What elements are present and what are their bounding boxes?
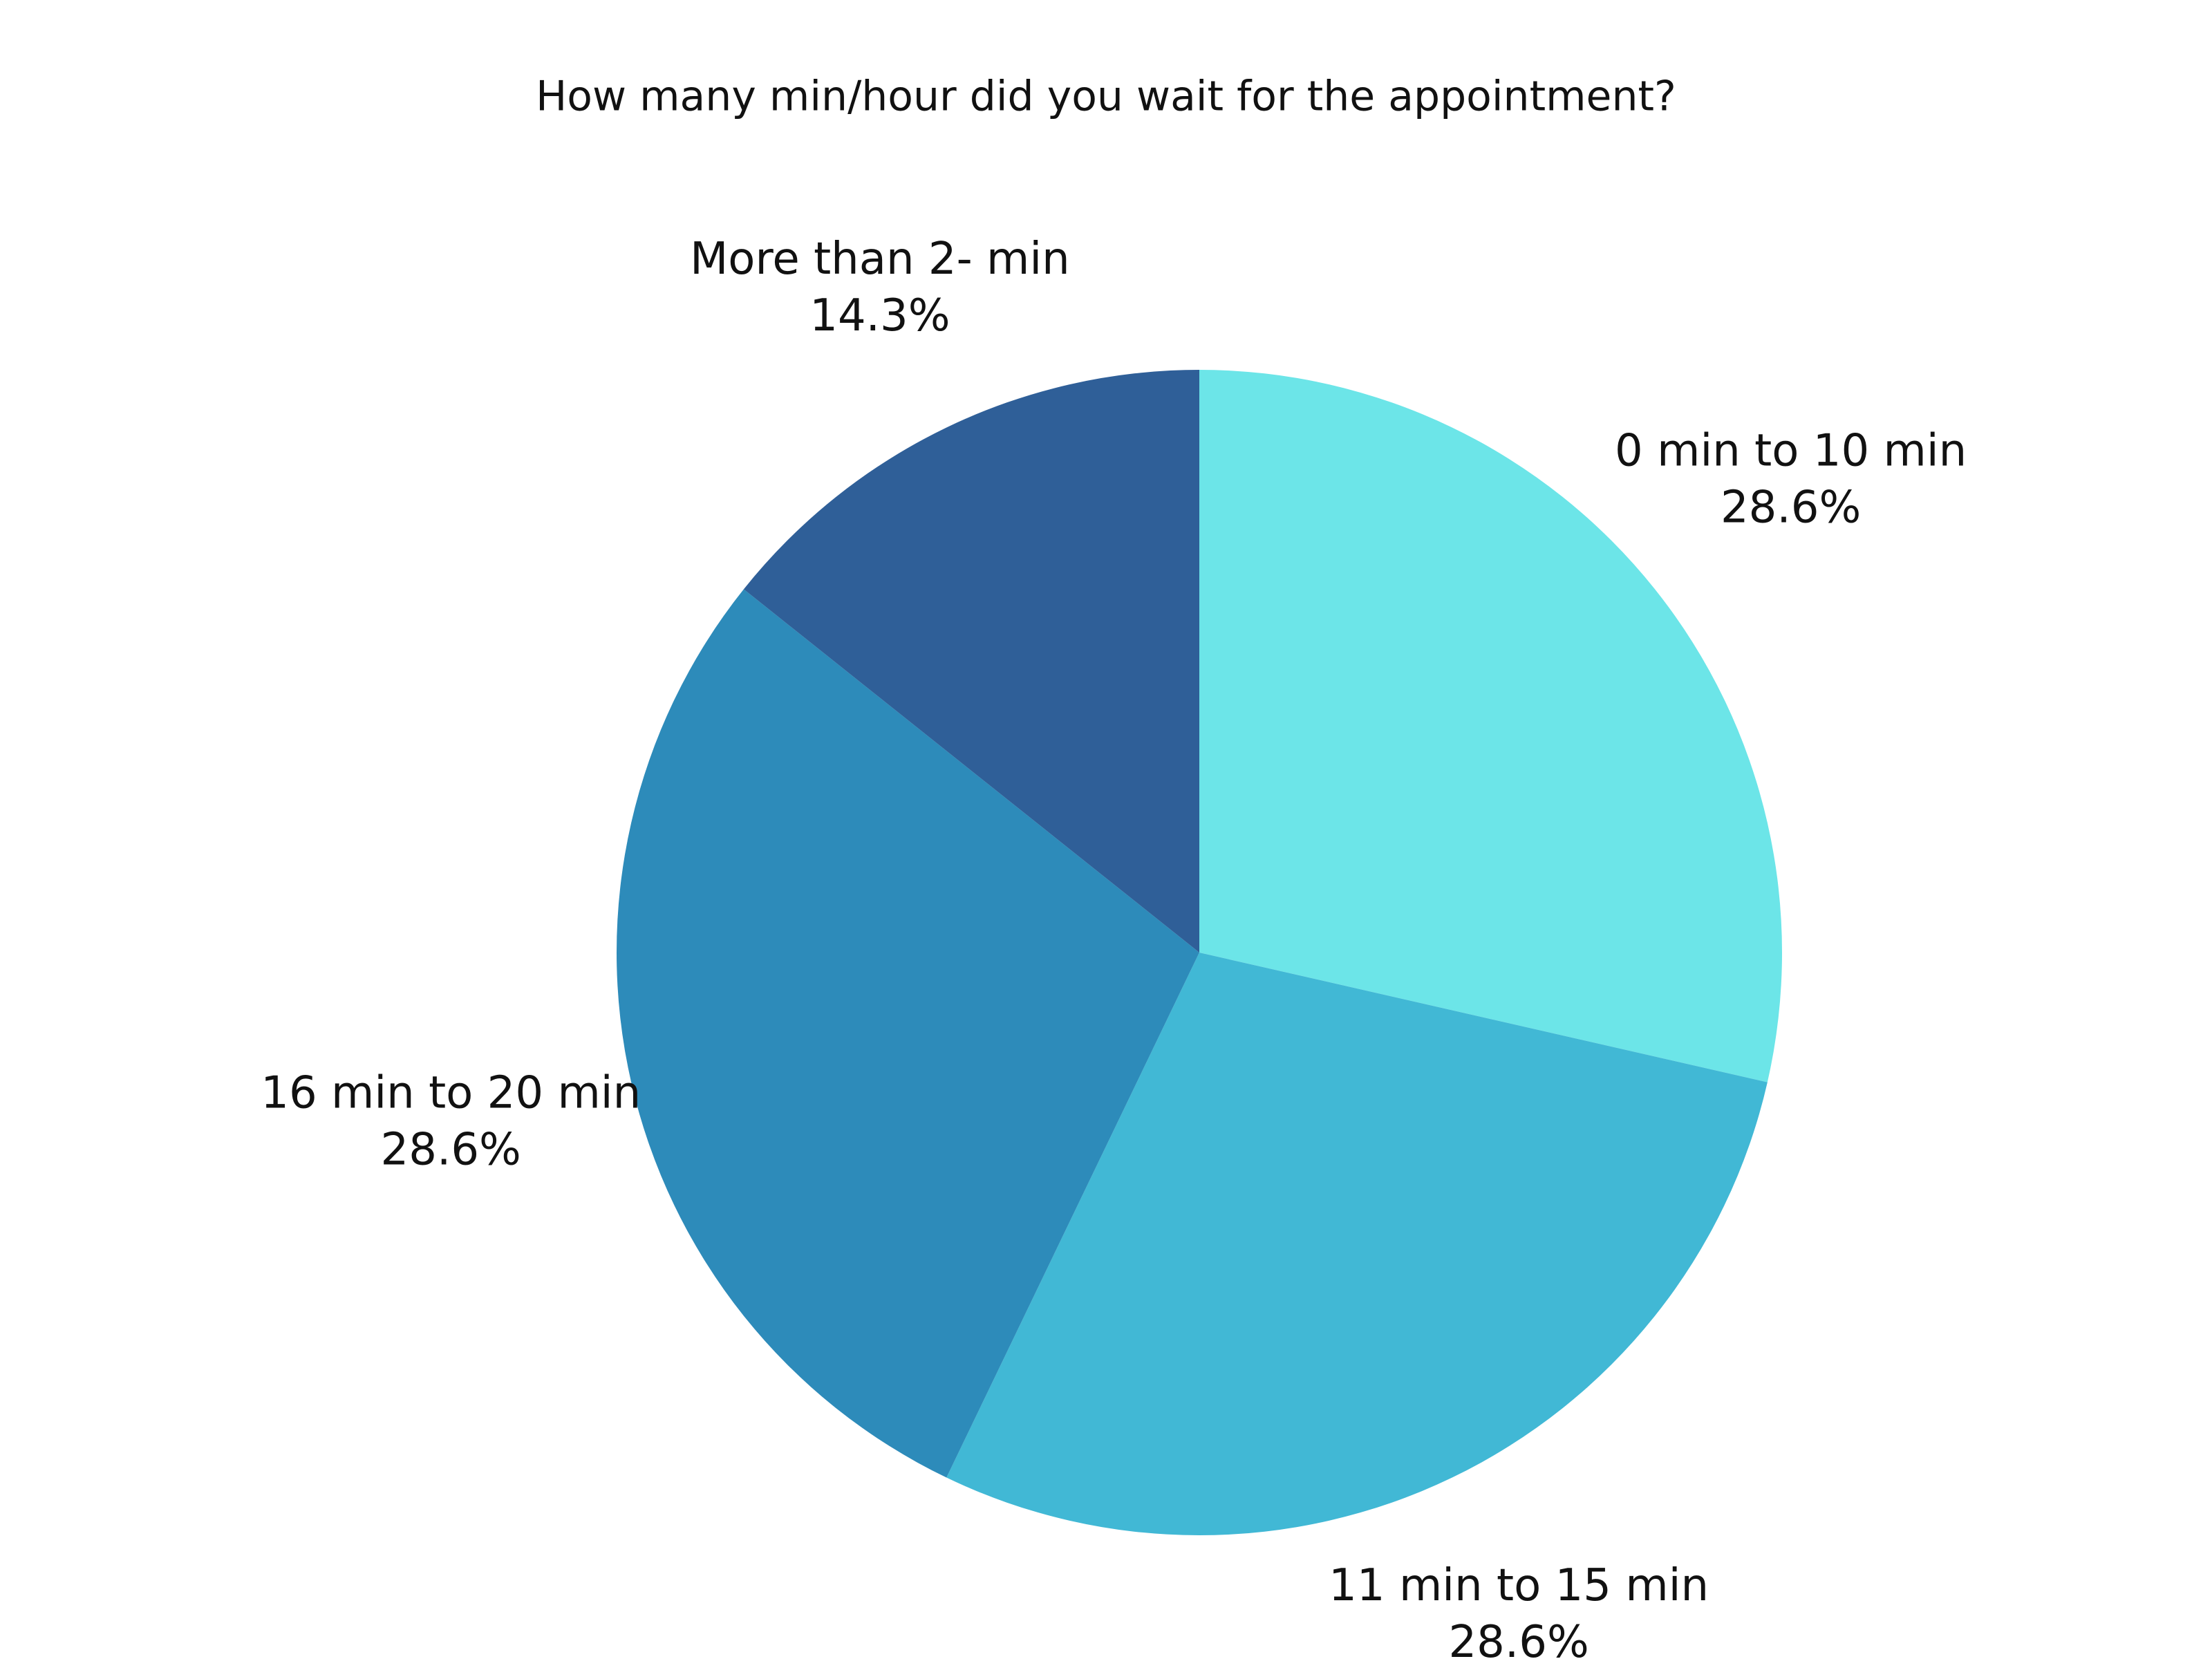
pie-slice: [946, 953, 1768, 1536]
slice-label: 16 min to 20 min: [261, 1068, 641, 1119]
slice-value-label: 28.6%: [1448, 1617, 1588, 1659]
pie-slice: [743, 370, 1199, 953]
pie-slice: [616, 589, 1199, 1478]
slice-value-label: 14.3%: [809, 290, 950, 341]
pie-slice: [1199, 370, 1783, 1082]
slice-label: 11 min to 15 min: [1329, 1560, 1709, 1611]
slice-value-label: 28.6%: [1721, 482, 1861, 533]
slice-label: More than 2- min: [690, 234, 1070, 285]
slice-value-label: 28.6%: [381, 1125, 521, 1176]
slice-label: 0 min to 10 min: [1615, 425, 1967, 476]
chart-title: How many min/hour did you wait for the a…: [536, 73, 1676, 121]
